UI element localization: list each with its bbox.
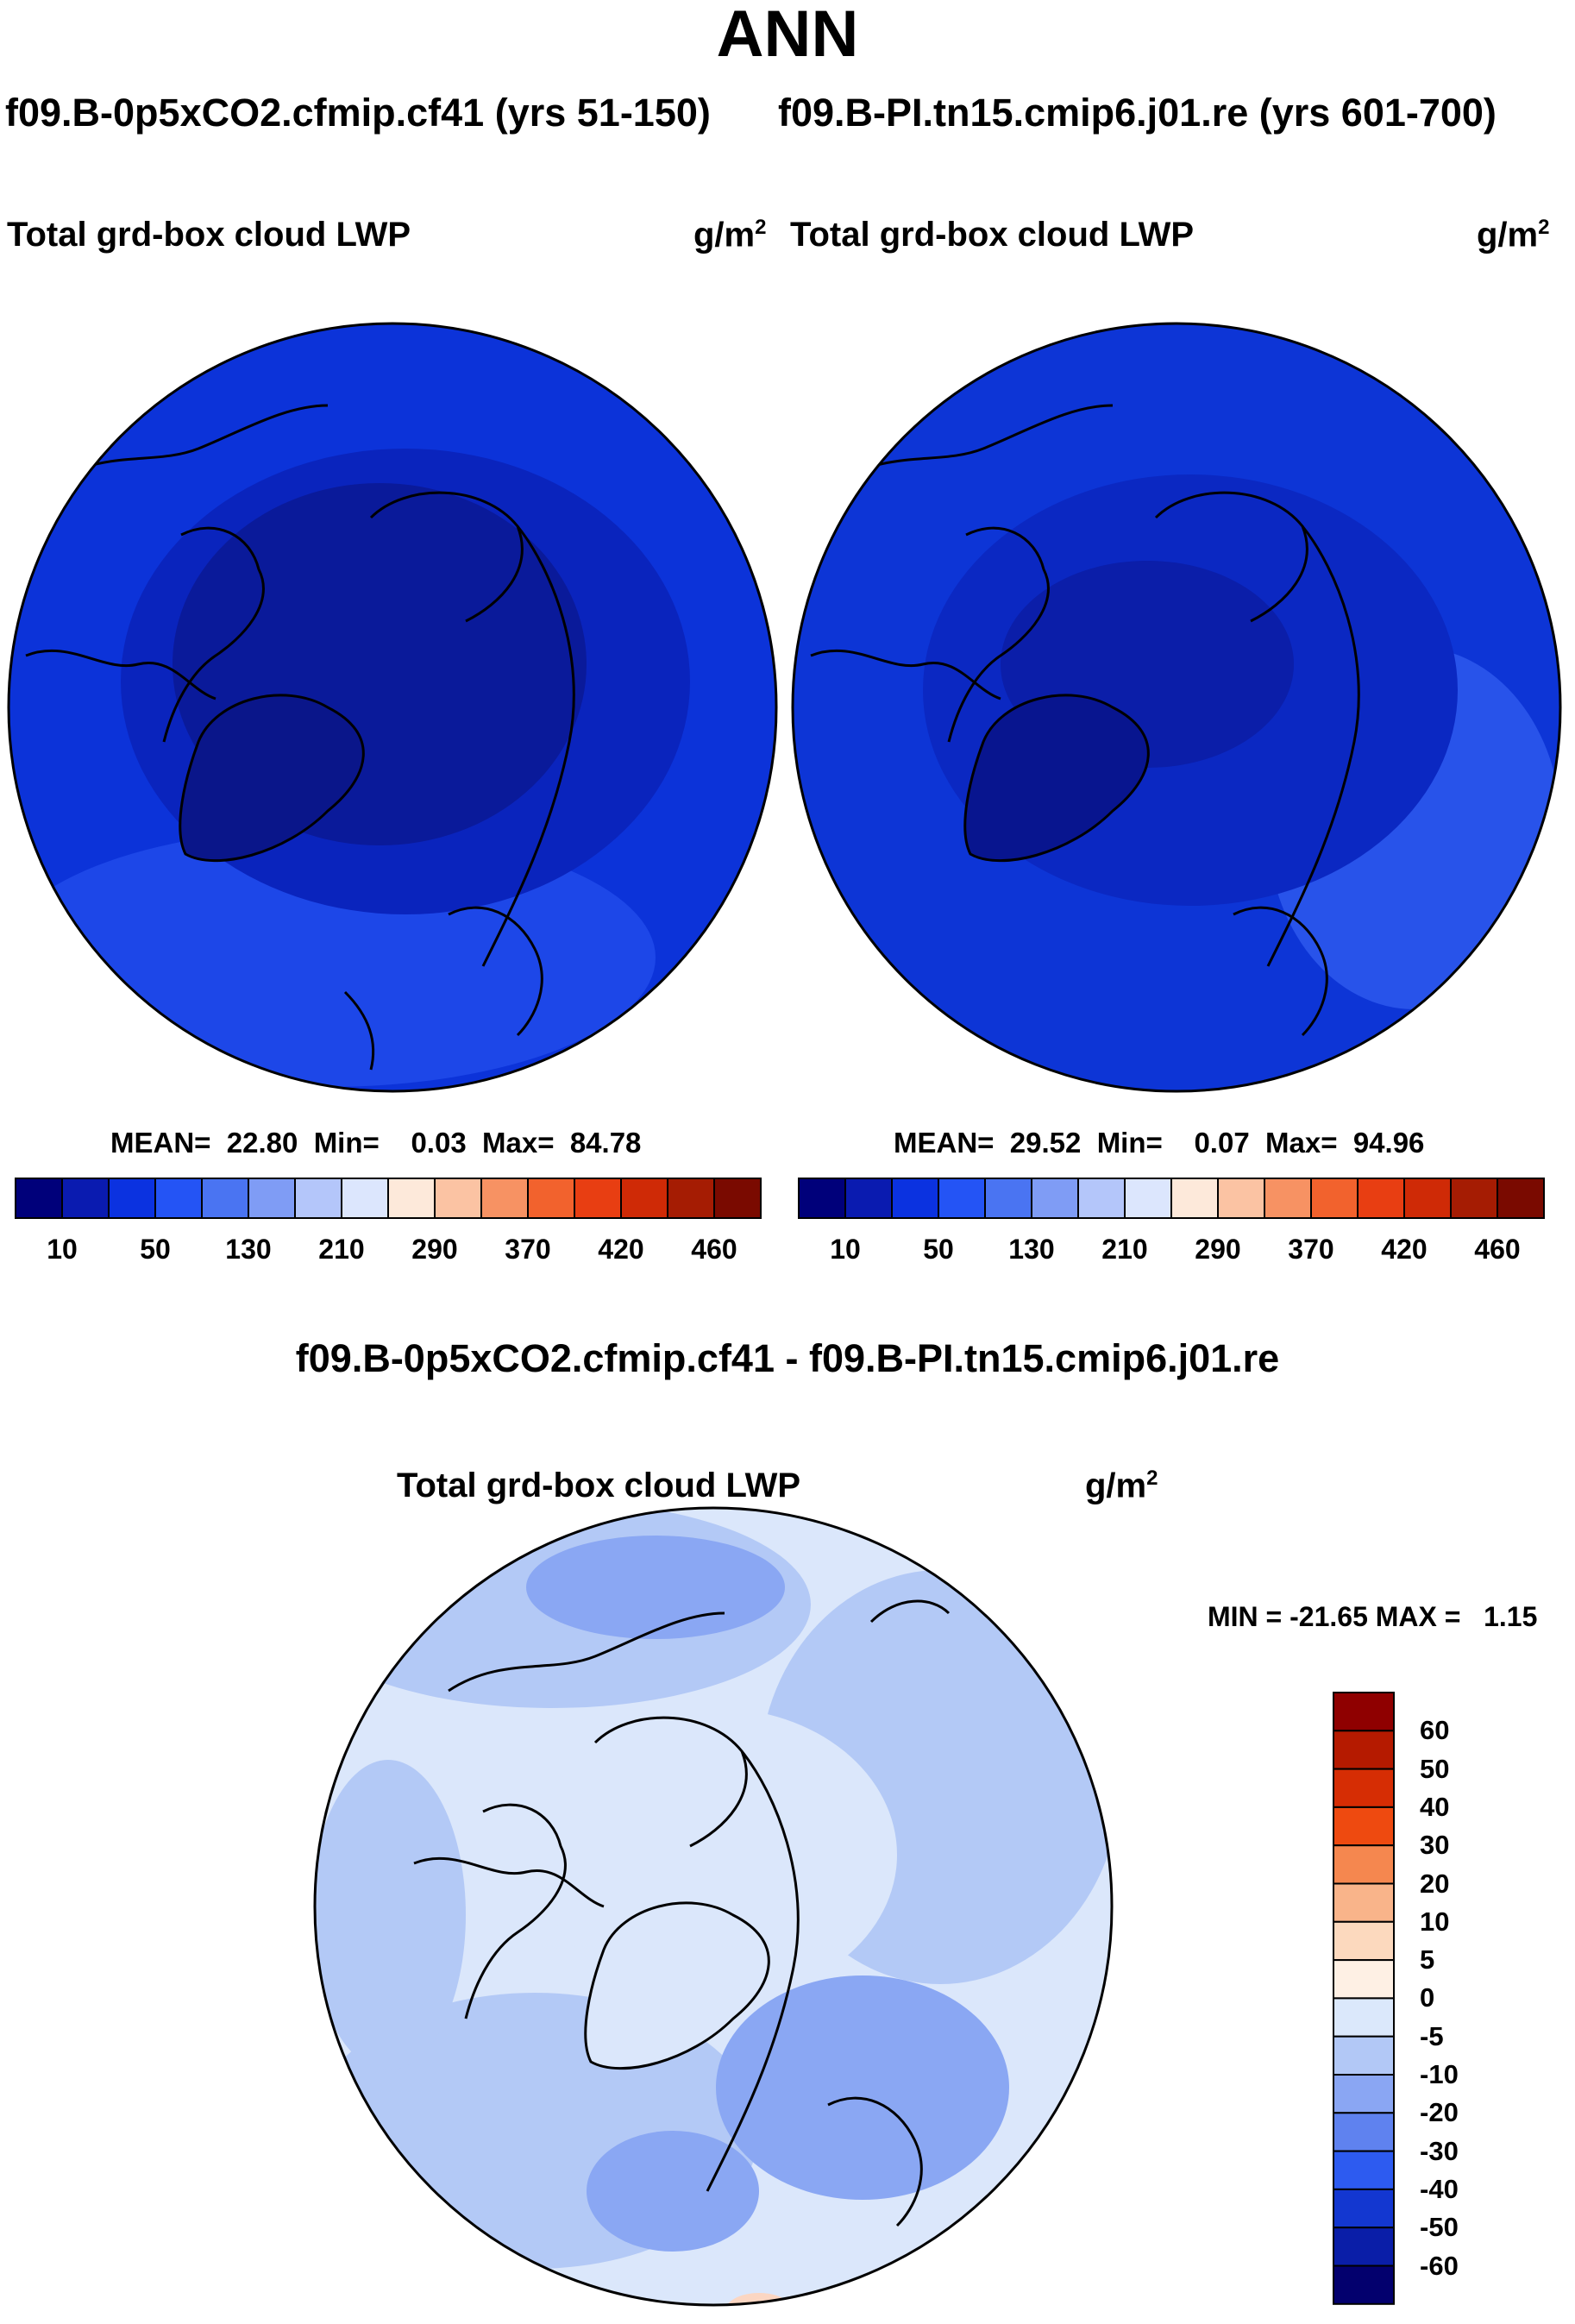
colorbar-swatch <box>341 1178 389 1219</box>
colorbar-swatch <box>1333 1920 1395 1962</box>
vertical-colorbar <box>1333 1692 1395 2305</box>
colorbar-swatch <box>984 1178 1032 1219</box>
colorbar-swatch <box>1170 1178 1219 1219</box>
left-variable-label: Total grd-box cloud LWP <box>7 216 411 254</box>
colorbar-tick-label: 460 <box>691 1234 737 1265</box>
difference-polar-map <box>313 1506 1114 2307</box>
colorbar-swatch <box>201 1178 249 1219</box>
right-horizontal-colorbar <box>798 1178 1545 1219</box>
difference-title: f09.B-0p5xCO2.cfmip.cf41 - f09.B-PI.tn15… <box>295 1336 1280 1380</box>
colorbar-swatch <box>387 1178 436 1219</box>
colorbar-tick-label: 130 <box>1008 1234 1055 1265</box>
colorbar-tick-label: 20 <box>1420 1868 1450 1899</box>
colorbar-swatch <box>574 1178 622 1219</box>
colorbar-swatch <box>480 1178 529 1219</box>
top-right-polar-map <box>791 322 1562 1093</box>
left-horizontal-colorbar <box>15 1178 762 1219</box>
colorbar-tick-label: 30 <box>1420 1830 1450 1861</box>
colorbar-tick-label: 40 <box>1420 1791 1450 1822</box>
colorbar-swatch <box>1450 1178 1498 1219</box>
colorbar-tick-label: 290 <box>411 1234 458 1265</box>
colorbar-tick-label: 10 <box>1420 1906 1450 1937</box>
colorbar-swatch <box>1077 1178 1126 1219</box>
colorbar-tick-label: -20 <box>1420 2097 1459 2128</box>
colorbar-swatch <box>1333 2227 1395 2267</box>
colorbar-swatch <box>248 1178 296 1219</box>
colorbar-tick-label: -60 <box>1420 2250 1459 2281</box>
colorbar-tick-label: 420 <box>1381 1234 1428 1265</box>
colorbar-swatch <box>1333 1730 1395 1770</box>
colorbar-swatch <box>434 1178 482 1219</box>
right-stats-line: MEAN= 29.52 Min= 0.07 Max= 94.96 <box>894 1127 1425 1159</box>
colorbar-swatch <box>1124 1178 1172 1219</box>
left-stats-line: MEAN= 22.80 Min= 0.03 Max= 84.78 <box>110 1127 642 1159</box>
colorbar-tick-label: 10 <box>830 1234 861 1265</box>
page-title: ANN <box>716 0 859 71</box>
right-variable-label: Total grd-box cloud LWP <box>790 216 1195 254</box>
difference-stats-line: MIN = -21.65 MAX = 1.15 <box>1208 1601 1538 1632</box>
colorbar-swatch <box>1403 1178 1452 1219</box>
colorbar-swatch <box>1333 2188 1395 2229</box>
colorbar-swatch <box>61 1178 110 1219</box>
difference-units-label: g/m2 <box>1085 1467 1158 1505</box>
colorbar-swatch <box>527 1178 575 1219</box>
colorbar-swatch <box>938 1178 986 1219</box>
colorbar-tick-label: -40 <box>1420 2173 1459 2204</box>
colorbar-swatch <box>1333 1882 1395 1923</box>
colorbar-swatch <box>798 1178 846 1219</box>
colorbar-swatch <box>1497 1178 1545 1219</box>
colorbar-swatch <box>1357 1178 1405 1219</box>
difference-variable-label: Total grd-box cloud LWP <box>397 1467 801 1504</box>
colorbar-swatch <box>1264 1178 1312 1219</box>
colorbar-tick-label: 0 <box>1420 1982 1435 2013</box>
colorbar-swatch <box>1333 2112 1395 2152</box>
colorbar-tick-label: 290 <box>1195 1234 1241 1265</box>
colorbar-swatch <box>1333 1997 1395 2038</box>
colorbar-tick-label: 5 <box>1420 1944 1435 1975</box>
colorbar-tick-label: 420 <box>598 1234 644 1265</box>
colorbar-tick-label: 10 <box>47 1234 78 1265</box>
colorbar-swatch <box>1333 1844 1395 1885</box>
colorbar-tick-label: 370 <box>1288 1234 1334 1265</box>
colorbar-swatch <box>1333 2074 1395 2114</box>
colorbar-swatch <box>1333 2264 1395 2305</box>
colorbar-swatch <box>620 1178 668 1219</box>
colorbar-swatch <box>154 1178 203 1219</box>
colorbar-swatch <box>1333 1806 1395 1847</box>
colorbar-tick-label: 50 <box>140 1234 171 1265</box>
colorbar-tick-label: 210 <box>1101 1234 1148 1265</box>
colorbar-tick-label: 210 <box>318 1234 365 1265</box>
colorbar-swatch <box>1333 1692 1395 1732</box>
colorbar-swatch <box>844 1178 893 1219</box>
colorbar-tick-label: 60 <box>1420 1715 1450 1746</box>
colorbar-swatch <box>667 1178 715 1219</box>
colorbar-tick-label: -10 <box>1420 2059 1459 2089</box>
colorbar-tick-label: 460 <box>1474 1234 1521 1265</box>
right-case-title: f09.B-PI.tn15.cmip6.j01.re (yrs 601-700) <box>778 91 1497 135</box>
left-case-title: f09.B-0p5xCO2.cfmip.cf41 (yrs 51-150) <box>5 91 711 135</box>
colorbar-swatch <box>1333 2035 1395 2076</box>
colorbar-tick-label: -50 <box>1420 2212 1459 2243</box>
colorbar-swatch <box>108 1178 156 1219</box>
colorbar-swatch <box>1031 1178 1079 1219</box>
colorbar-swatch <box>1333 2150 1395 2190</box>
left-units-label: g/m2 <box>693 216 767 254</box>
colorbar-tick-label: -30 <box>1420 2135 1459 2166</box>
colorbar-swatch <box>294 1178 342 1219</box>
colorbar-swatch <box>891 1178 939 1219</box>
colorbar-tick-label: 130 <box>225 1234 272 1265</box>
colorbar-swatch <box>1333 1768 1395 1808</box>
colorbar-swatch <box>1217 1178 1265 1219</box>
colorbar-tick-label: -5 <box>1420 2020 1444 2051</box>
colorbar-tick-label: 50 <box>923 1234 954 1265</box>
colorbar-tick-label: 50 <box>1420 1753 1450 1784</box>
top-left-polar-map <box>7 322 778 1093</box>
colorbar-swatch <box>1310 1178 1359 1219</box>
colorbar-swatch <box>15 1178 63 1219</box>
right-units-label: g/m2 <box>1477 216 1550 254</box>
colorbar-tick-label: 370 <box>505 1234 551 1265</box>
colorbar-swatch <box>713 1178 762 1219</box>
colorbar-swatch <box>1333 1959 1395 2000</box>
